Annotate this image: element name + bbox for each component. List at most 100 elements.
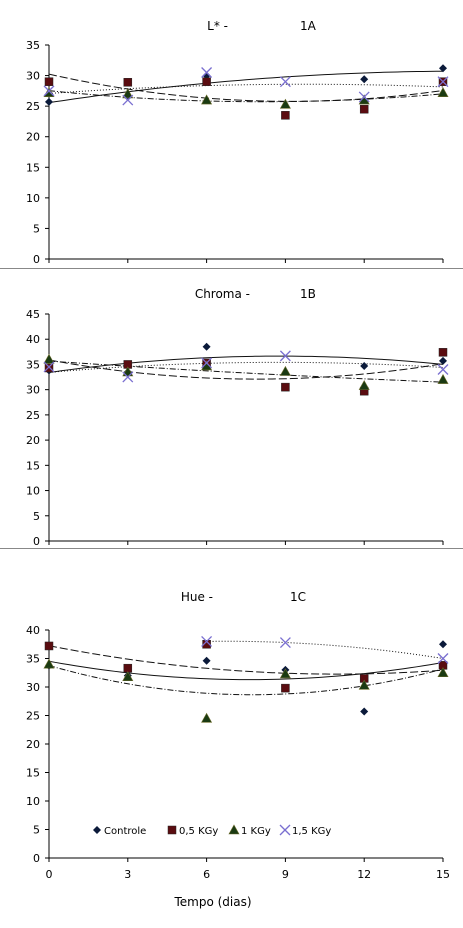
y-tick-label: 40 [26, 333, 40, 346]
x-tick-label: 9 [282, 868, 289, 881]
data-point-diamond [202, 342, 211, 351]
data-point-triangle [279, 98, 291, 109]
data-point-triangle [279, 668, 291, 679]
legend-item: Controle [93, 826, 146, 837]
data-point-cross [279, 76, 291, 88]
y-tick-label: 40 [26, 624, 40, 637]
trendline-0 [48, 660, 444, 681]
panel-label: 1B [300, 287, 316, 301]
data-point-cross [437, 364, 449, 375]
data-point-triangle [43, 658, 55, 669]
data-point-square [123, 78, 133, 87]
data-point-cross [43, 85, 55, 97]
legend-item: 1,5 KGy [279, 824, 331, 837]
trendline-0 [48, 70, 444, 104]
legend-item: 1 KGy [228, 824, 271, 837]
data-point-cross [437, 653, 449, 664]
y-tick-label: 20 [26, 738, 40, 751]
x-tick-label: 3 [124, 868, 131, 881]
y-tick-label: 35 [26, 39, 40, 52]
data-point-diamond [360, 707, 369, 716]
chart-panel-chroma: Chroma - 1B 0 5 10 15 20 25 30 35 40 45 [26, 287, 449, 548]
legend-label: 1 KGy [241, 826, 271, 837]
panel-label: 1A [300, 19, 317, 33]
legend-marker-square [167, 825, 177, 835]
y-tick-label: 45 [26, 308, 40, 321]
data-point-triangle [437, 667, 449, 678]
y-tick-label: 15 [26, 459, 40, 472]
trendline-3 [48, 361, 444, 373]
y-tick-label: 5 [33, 510, 40, 523]
data-point-triangle [201, 712, 213, 723]
data-point-square [44, 641, 54, 651]
chart-panel-hue: Hue - 1C 0 5 10 15 20 25 30 35 40 0 3 6 9 12 15 [26, 590, 450, 881]
data-point-diamond [439, 64, 447, 73]
y-tick-label: 20 [26, 131, 40, 144]
legend-label: Controle [104, 826, 146, 837]
data-point-triangle [43, 353, 55, 364]
data-point-cross [279, 637, 291, 648]
data-point-cross [201, 635, 213, 647]
data-point-square [281, 111, 290, 120]
y-tick-label: 0 [33, 535, 40, 548]
y-tick-label: 15 [26, 767, 40, 780]
trendline-1 [48, 645, 444, 675]
y-tick-label: 5 [33, 222, 40, 235]
panel-label: 1C [290, 590, 306, 604]
legend-marker-cross [279, 824, 291, 836]
y-tick-label: 25 [26, 409, 40, 422]
y-tick-label: 10 [26, 795, 40, 808]
data-point-cross [201, 357, 213, 369]
data-point-triangle [358, 380, 370, 390]
y-tick-label: 30 [26, 681, 40, 694]
data-point-square [44, 77, 54, 86]
y-tick-label: 30 [26, 384, 40, 397]
data-point-square [123, 663, 133, 673]
trendline-0 [48, 355, 444, 373]
data-point-square [281, 382, 290, 392]
data-point-diamond [360, 75, 369, 84]
data-point-triangle [279, 365, 291, 376]
trendline-3 [206, 640, 444, 659]
data-point-cross [279, 350, 291, 362]
trendline-1 [48, 73, 444, 102]
x-tick-label: 12 [357, 868, 371, 881]
data-point-triangle [43, 87, 55, 97]
data-point-square [44, 363, 54, 373]
y-tick-label: 20 [26, 434, 40, 447]
y-tick-label: 15 [26, 161, 40, 174]
data-point-diamond [439, 356, 447, 365]
data-point-triangle [122, 671, 134, 682]
x-tick-label: 15 [436, 868, 450, 881]
legend: Controle 0,5 KGy 1 KGy 1,5 KGy [93, 824, 331, 837]
y-tick-label: 0 [33, 253, 40, 266]
data-point-triangle [122, 88, 134, 99]
legend-marker-triangle [228, 824, 240, 835]
data-point-cross [122, 371, 134, 383]
y-tick-label: 25 [26, 100, 40, 113]
data-point-diamond [439, 640, 447, 649]
data-point-cross [358, 91, 370, 103]
data-point-diamond [202, 656, 211, 665]
chart-title: Hue - [181, 590, 213, 604]
chart-title: L* - [207, 19, 228, 33]
data-point-square [202, 77, 211, 86]
y-tick-label: 25 [26, 710, 40, 723]
data-point-cross [43, 361, 55, 373]
data-point-square [281, 683, 290, 693]
x-tick-label: 6 [203, 868, 210, 881]
legend-label: 0,5 KGy [179, 826, 218, 837]
data-point-square [438, 348, 448, 357]
y-tick-label: 30 [26, 70, 40, 83]
data-point-diamond [45, 97, 53, 106]
legend-item: 0,5 KGy [167, 825, 218, 837]
y-tick-label: 35 [26, 358, 40, 371]
trendline-2 [48, 665, 444, 696]
y-tick-label: 0 [33, 852, 40, 865]
trendline-1 [48, 359, 444, 380]
data-point-cross [201, 67, 213, 78]
data-point-triangle [358, 679, 370, 690]
data-point-square [202, 640, 211, 649]
y-tick-label: 35 [26, 653, 40, 666]
